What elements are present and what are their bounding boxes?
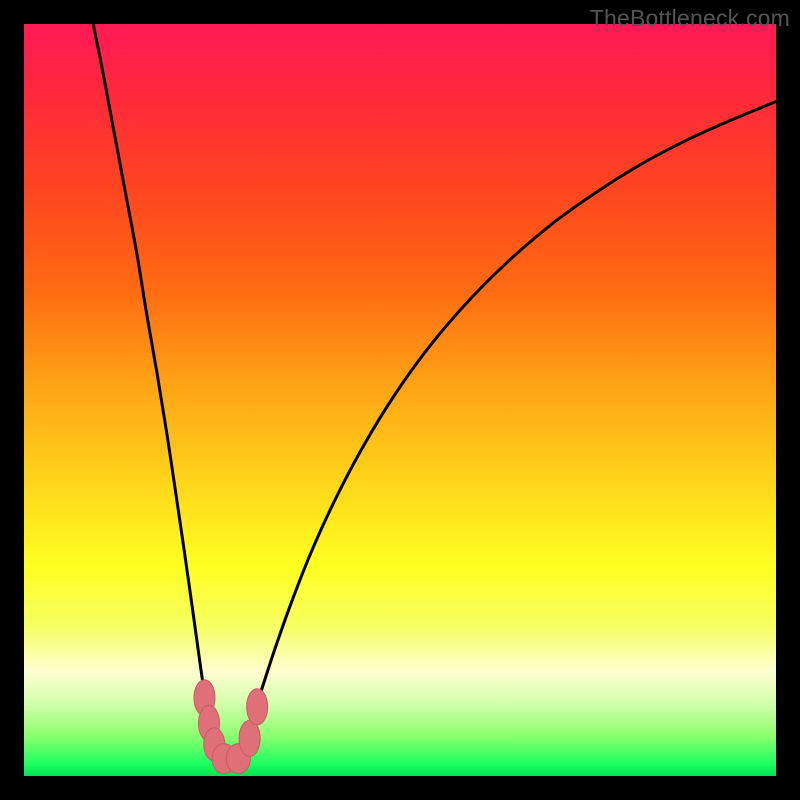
plot-background — [24, 24, 776, 776]
attribution-text: TheBottleneck.com — [590, 5, 790, 32]
marker-point — [239, 720, 260, 756]
bottleneck-chart — [0, 0, 800, 800]
marker-point — [247, 689, 268, 725]
